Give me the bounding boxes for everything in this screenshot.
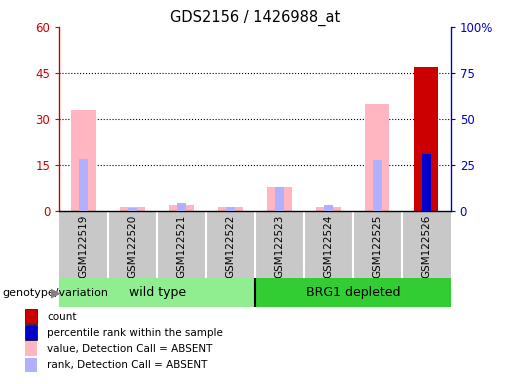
Text: GSM122524: GSM122524 bbox=[323, 215, 333, 278]
Bar bbox=[316, 207, 340, 211]
Text: GSM122519: GSM122519 bbox=[79, 215, 89, 278]
Bar bbox=[25, 341, 38, 356]
Text: ▶: ▶ bbox=[50, 286, 60, 299]
Bar bbox=[414, 67, 438, 211]
Bar bbox=[25, 309, 38, 324]
Bar bbox=[25, 325, 38, 340]
Text: count: count bbox=[47, 311, 77, 321]
Bar bbox=[218, 207, 243, 211]
Bar bbox=[169, 205, 194, 211]
Text: value, Detection Call = ABSENT: value, Detection Call = ABSENT bbox=[47, 344, 213, 354]
Text: GSM122522: GSM122522 bbox=[226, 215, 235, 278]
Bar bbox=[25, 358, 38, 372]
Text: GSM122526: GSM122526 bbox=[421, 215, 431, 278]
Text: wild type: wild type bbox=[129, 286, 185, 299]
Bar bbox=[177, 203, 186, 211]
Bar bbox=[59, 278, 255, 307]
Text: BRG1 depleted: BRG1 depleted bbox=[305, 286, 400, 299]
Text: GSM122521: GSM122521 bbox=[177, 215, 186, 278]
Bar bbox=[79, 159, 88, 211]
Bar bbox=[121, 207, 145, 211]
Text: GSM122523: GSM122523 bbox=[274, 215, 284, 278]
Bar bbox=[226, 207, 235, 211]
Bar bbox=[72, 110, 96, 211]
Bar bbox=[255, 278, 451, 307]
Bar bbox=[267, 187, 291, 211]
Text: GSM122520: GSM122520 bbox=[128, 215, 138, 278]
Text: GSM122525: GSM122525 bbox=[372, 215, 382, 278]
Bar bbox=[324, 205, 333, 211]
Text: percentile rank within the sample: percentile rank within the sample bbox=[47, 328, 224, 338]
Bar bbox=[128, 207, 137, 211]
Text: genotype/variation: genotype/variation bbox=[3, 288, 109, 298]
Bar bbox=[275, 187, 284, 211]
Bar bbox=[373, 160, 382, 211]
Title: GDS2156 / 1426988_at: GDS2156 / 1426988_at bbox=[170, 9, 340, 25]
Bar bbox=[365, 104, 389, 211]
Text: rank, Detection Call = ABSENT: rank, Detection Call = ABSENT bbox=[47, 360, 208, 370]
Bar bbox=[422, 154, 431, 211]
